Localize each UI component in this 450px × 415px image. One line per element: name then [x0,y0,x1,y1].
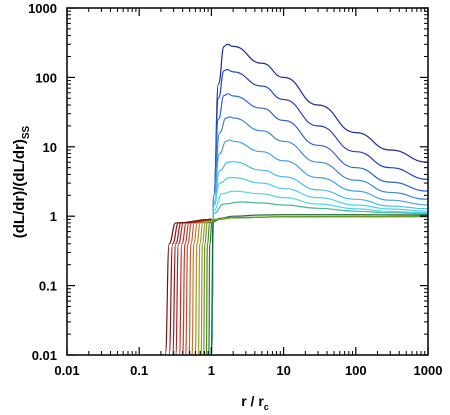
series-line-6 [210,176,429,356]
plot-frame [66,7,429,356]
axes-layer [66,7,429,356]
series-line-4 [210,139,429,356]
series-line-13 [200,217,234,356]
y-tick-label: 0.01 [32,348,57,363]
x-tick-label: 0.1 [130,363,148,378]
series-line-3 [210,116,429,356]
series-line-15 [194,218,212,356]
labels-layer: 0.01 0.1 1 10 100 1000 0.01 0.1 1 10 100 1000 [28,1,442,378]
series-line-24 [164,218,212,356]
y-tick-label: 1000 [28,1,57,16]
series-line-7 [210,190,429,356]
y-axis-label-main: (dL/dr)/(dL/dr) [11,139,28,238]
x-tick-label: 0.01 [54,363,79,378]
x-tick-label: 1 [208,363,215,378]
series-line-12 [203,215,429,356]
y-tick-label: 0.1 [39,279,57,294]
x-tick-label: 100 [345,363,367,378]
y-tick-label: 1 [50,209,57,224]
x-tick-label: 1000 [414,363,443,378]
series-line-9 [210,214,429,356]
series-layer [164,43,429,356]
x-axis-label: r / rc [241,393,269,412]
y-tick-label: 100 [35,70,57,85]
series-line-2 [210,93,429,356]
series-line-5 [210,161,429,356]
series-line-10 [208,215,428,356]
x-axis-label-main: r / r [241,393,264,409]
series-line-0 [210,43,429,356]
series-line-16 [191,218,212,356]
x-tick-label: 10 [276,363,290,378]
y-axis-label-sub: SS [21,125,32,139]
x-axis-label-sub: c [264,402,269,412]
y-tick-label: 10 [43,140,57,155]
series-line-14 [197,218,212,356]
y-axis-label: (dL/dr)/(dL/dr)SS [11,125,32,238]
series-line-8 [210,201,429,356]
series-line-11 [205,215,429,356]
